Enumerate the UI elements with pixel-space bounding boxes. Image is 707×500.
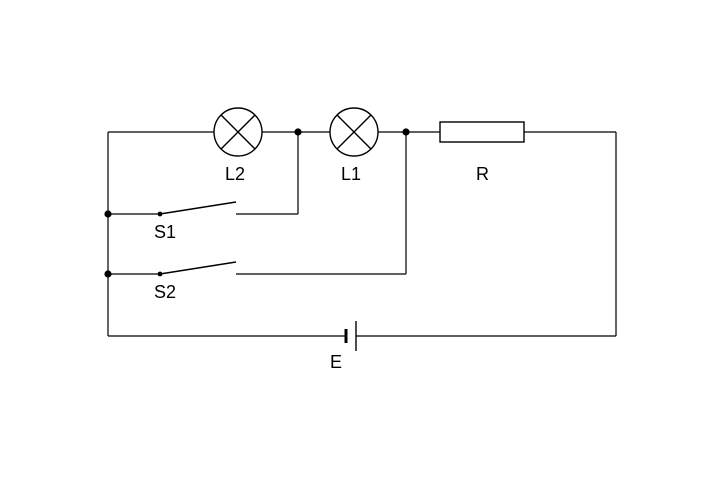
label-s1: S1 bbox=[154, 222, 176, 242]
switch-s2-arm bbox=[160, 262, 236, 274]
resistor-r bbox=[440, 122, 524, 142]
node-1 bbox=[402, 128, 409, 135]
node-2 bbox=[104, 210, 111, 217]
label-l1: L1 bbox=[341, 164, 361, 184]
label-l2: L2 bbox=[225, 164, 245, 184]
wire-layer bbox=[108, 132, 616, 336]
label-layer: L1 L2 R S1 S2 E bbox=[154, 164, 489, 372]
node-3 bbox=[104, 270, 111, 277]
label-r: R bbox=[476, 164, 489, 184]
switch-s1-pivot bbox=[158, 212, 163, 217]
component-layer bbox=[160, 108, 524, 351]
label-e: E bbox=[330, 352, 342, 372]
switch-s2-pivot bbox=[158, 272, 163, 277]
switch-s1-arm bbox=[160, 202, 236, 214]
circuit-diagram: L1 L2 R S1 S2 E bbox=[0, 0, 707, 500]
label-s2: S2 bbox=[154, 282, 176, 302]
node-0 bbox=[294, 128, 301, 135]
